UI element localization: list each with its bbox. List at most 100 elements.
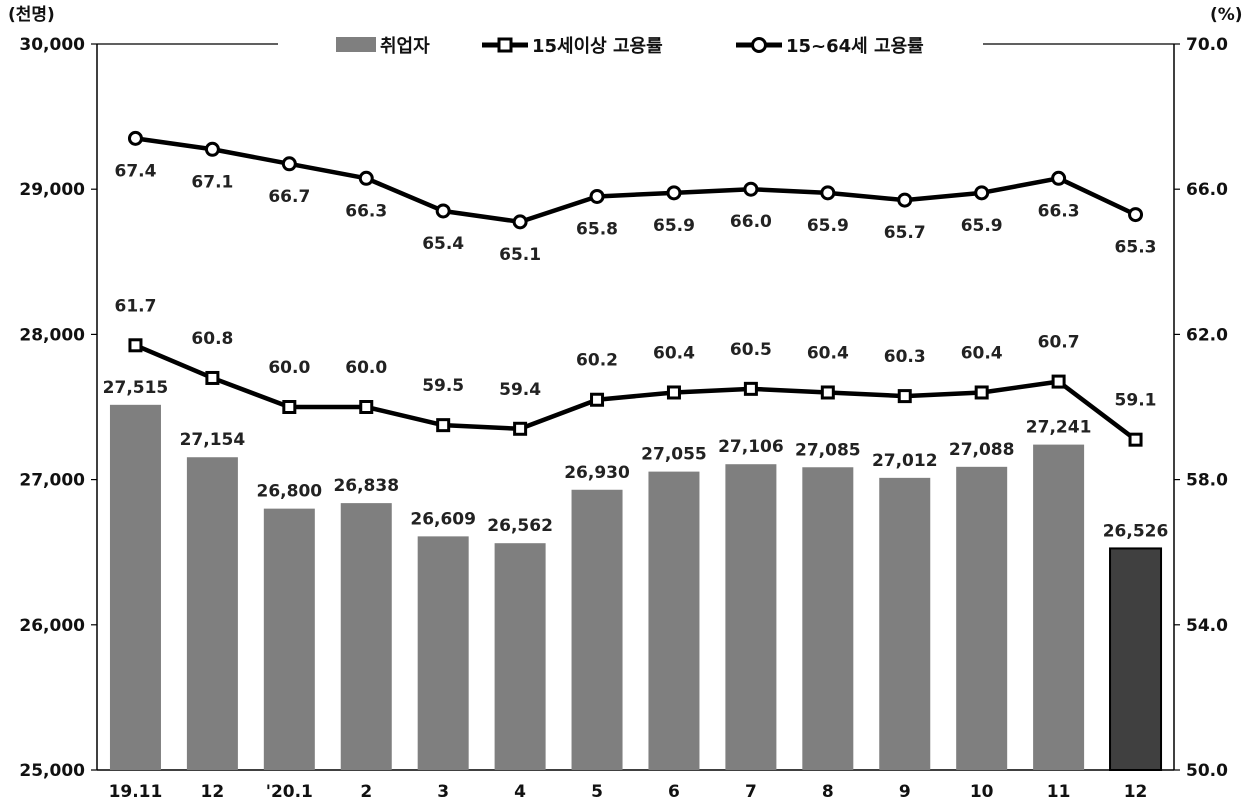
line-rate1564 xyxy=(135,136,1137,225)
bar xyxy=(648,471,700,770)
line-value-label: 66.0 xyxy=(730,212,772,232)
square-point xyxy=(666,385,681,400)
line-value-label: 60.7 xyxy=(1038,333,1080,353)
line-value-label: 65.4 xyxy=(422,234,464,254)
bar-value-label: 26,800 xyxy=(257,482,323,502)
line-value-label: 60.8 xyxy=(191,329,233,349)
line-value-label: 59.5 xyxy=(422,376,464,396)
plot-frame xyxy=(96,43,1175,771)
circle-point xyxy=(1051,170,1067,186)
bar-value-label: 26,838 xyxy=(333,476,399,496)
legend-rate1564-label: 15~64세 고용률 xyxy=(786,36,924,57)
bar-series xyxy=(109,404,1163,771)
square-point xyxy=(282,400,297,414)
line-value-label: 60.0 xyxy=(268,358,310,378)
line-value-label: 59.1 xyxy=(1115,391,1157,411)
square-marker-icon xyxy=(497,37,513,53)
square-point xyxy=(1051,374,1066,389)
x-tick-label: 4 xyxy=(514,782,526,802)
bar xyxy=(186,457,238,770)
x-tick-label: 11 xyxy=(1047,782,1071,802)
line-value-label: 65.9 xyxy=(653,216,695,236)
circle-point xyxy=(666,185,682,201)
right-tick-label: 62.0 xyxy=(1186,325,1228,345)
line-value-label: 65.7 xyxy=(884,223,926,243)
bar-value-label: 27,012 xyxy=(872,451,938,471)
square-point xyxy=(128,338,143,353)
bar xyxy=(494,543,546,770)
x-tick-label: 8 xyxy=(822,782,834,802)
line-value-label: 65.3 xyxy=(1115,238,1157,258)
line-value-label: 60.3 xyxy=(884,347,926,367)
circle-point xyxy=(204,141,220,157)
legend-employed-label: 취업자 xyxy=(380,36,430,57)
circle-point xyxy=(589,188,605,204)
line-value-label: 60.2 xyxy=(576,351,618,371)
circle-point xyxy=(281,156,297,172)
bar-value-label: 26,930 xyxy=(564,463,630,483)
right-tick-label: 70.0 xyxy=(1186,35,1228,55)
circle-point xyxy=(897,192,913,208)
line-value-label: 66.3 xyxy=(1038,201,1080,221)
left-tick-label: 26,000 xyxy=(19,616,85,636)
bar-value-label: 26,526 xyxy=(1103,521,1169,541)
bar-value-label: 27,241 xyxy=(1026,418,1092,438)
bar-value-label: 27,085 xyxy=(795,440,861,460)
x-tick-label: 12 xyxy=(1124,782,1148,802)
x-tick-label: 9 xyxy=(899,782,911,802)
left-tick-label: 29,000 xyxy=(19,180,85,200)
circle-point xyxy=(1128,207,1144,223)
right-tick-label: 54.0 xyxy=(1186,616,1228,636)
line-value-label: 60.0 xyxy=(345,358,387,378)
right-tick-label: 50.0 xyxy=(1186,761,1228,781)
bar xyxy=(802,467,854,770)
right-tick-label: 66.0 xyxy=(1186,180,1228,200)
square-point xyxy=(205,370,220,385)
bar-value-label: 27,154 xyxy=(180,430,246,450)
circle-point xyxy=(820,185,836,201)
circle-marker-icon xyxy=(751,37,767,53)
left-axis-ticks: 25,000 26,000 27,000 28,000 29,000 30,000 xyxy=(19,35,97,781)
legend-background xyxy=(278,30,983,60)
left-tick-label: 25,000 xyxy=(19,761,85,781)
line-value-label: 59.4 xyxy=(499,380,541,400)
bar xyxy=(1033,444,1085,770)
circle-point xyxy=(512,214,528,230)
bar xyxy=(263,508,315,770)
right-axis-unit: (%) xyxy=(1210,5,1243,25)
line-value-label: 65.1 xyxy=(499,245,541,265)
bar-value-label: 27,088 xyxy=(949,440,1015,460)
line-value-label: 67.4 xyxy=(114,161,156,181)
circle-point xyxy=(435,203,451,219)
line-value-label: 60.4 xyxy=(807,343,849,363)
square-point xyxy=(1128,432,1143,447)
line-rate15 xyxy=(134,343,1137,442)
line-value-label: 66.3 xyxy=(345,201,387,221)
legend: 취업자 15세이상 고용률 15~64세 고용률 xyxy=(278,30,983,60)
legend-rate15-label: 15세이상 고용률 xyxy=(532,36,663,57)
bar-data-labels: 27,515 27,154 26,800 26,838 26,609 26,562 26,9… xyxy=(103,378,1169,542)
x-tick-label: 7 xyxy=(745,782,757,802)
left-tick-label: 28,000 xyxy=(19,325,85,345)
line-value-label: 65.9 xyxy=(961,216,1003,236)
line-value-label: 67.1 xyxy=(191,172,233,192)
bar-value-label: 27,106 xyxy=(718,437,784,457)
right-axis-ticks: 50.0 54.0 58.0 62.0 66.0 70.0 xyxy=(1174,35,1228,781)
circle-point xyxy=(127,130,143,146)
right-tick-label: 58.0 xyxy=(1186,471,1228,491)
x-tick-label: 12 xyxy=(201,782,225,802)
bar-value-label: 26,562 xyxy=(487,516,553,536)
x-tick-label: '20.1 xyxy=(266,782,313,802)
line-value-label: 65.9 xyxy=(807,216,849,236)
bar-value-label: 27,055 xyxy=(641,445,707,465)
square-point xyxy=(359,400,374,414)
left-tick-label: 27,000 xyxy=(19,471,85,491)
bar xyxy=(956,466,1008,770)
line-value-label: 60.4 xyxy=(653,343,695,363)
line-value-label: 60.5 xyxy=(730,340,772,360)
square-point xyxy=(897,389,912,404)
bar-value-label: 27,515 xyxy=(103,378,169,398)
square-point xyxy=(974,385,989,400)
left-axis-unit: (천명) xyxy=(8,5,55,25)
